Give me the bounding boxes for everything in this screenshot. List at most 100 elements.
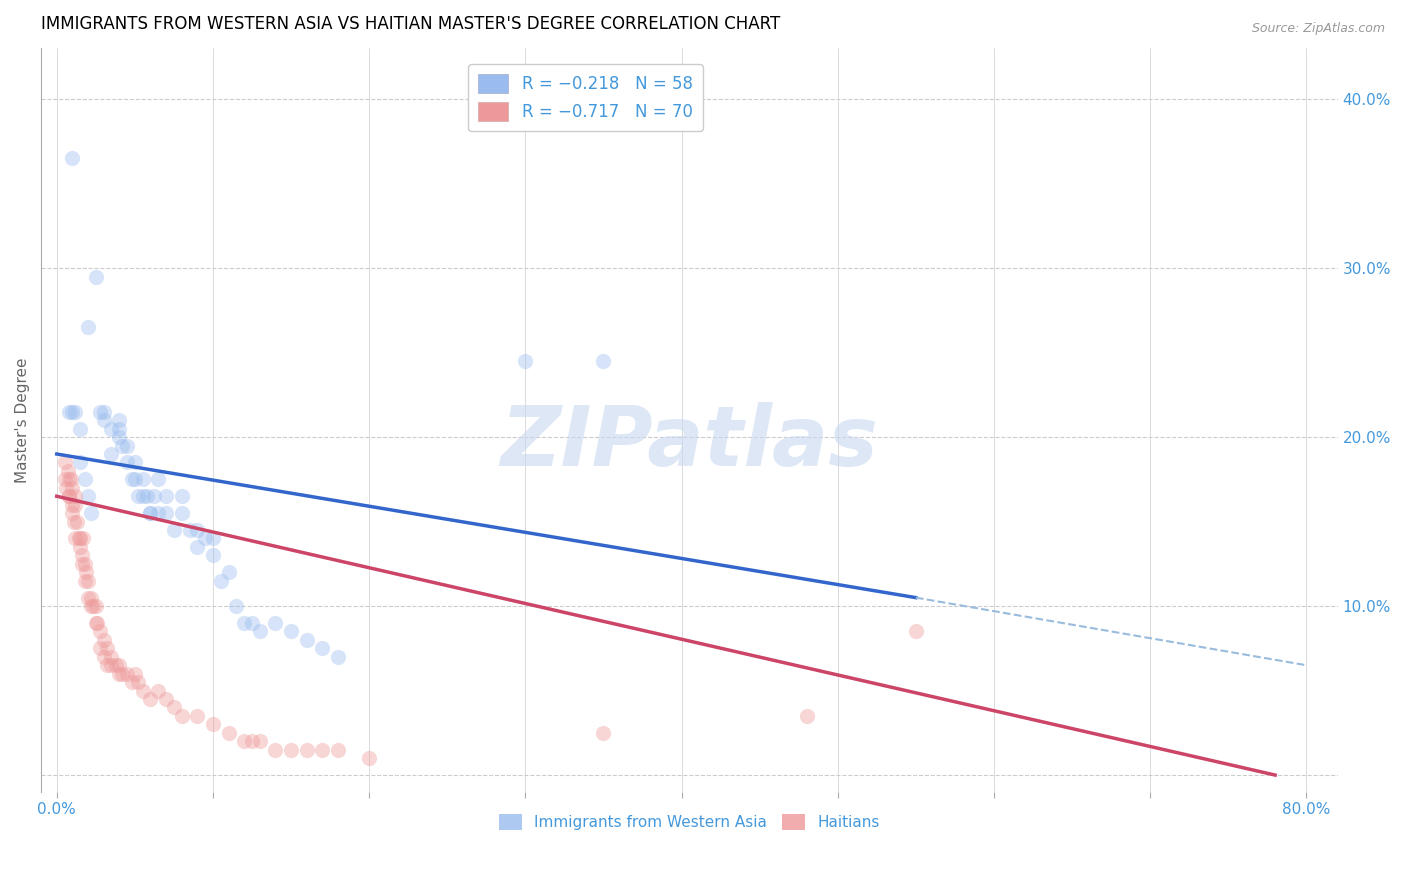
Point [100, 658, 122, 673]
Point [121, 675, 143, 690]
Point [326, 742, 349, 756]
Point [100, 649, 122, 664]
Point [127, 675, 149, 690]
Point [93, 649, 115, 664]
Point [249, 734, 271, 748]
Point [59, 472, 82, 486]
Point [142, 489, 165, 503]
Point [65, 498, 87, 512]
Point [73, 574, 96, 588]
Point [66, 515, 89, 529]
Point [139, 506, 162, 520]
Point [93, 413, 115, 427]
Point [84, 599, 107, 613]
Point [163, 523, 186, 537]
Point [170, 506, 193, 520]
Point [69, 455, 91, 469]
Point [240, 734, 263, 748]
Point [65, 405, 87, 419]
Point [89, 405, 111, 419]
Point [65, 532, 87, 546]
Point [148, 506, 170, 520]
Point [186, 709, 208, 723]
Point [124, 666, 146, 681]
Point [69, 540, 91, 554]
Point [108, 413, 131, 427]
Point [124, 472, 146, 486]
Point [108, 666, 131, 681]
Point [53, 455, 76, 469]
Point [170, 489, 193, 503]
Point [96, 658, 118, 673]
Point [67, 532, 90, 546]
Point [264, 615, 287, 630]
Point [186, 540, 208, 554]
Point [295, 632, 318, 647]
Point [233, 734, 256, 748]
Point [73, 472, 96, 486]
Point [121, 472, 143, 486]
Point [53, 472, 76, 486]
Point [93, 405, 115, 419]
Point [58, 405, 80, 419]
Point [80, 591, 103, 605]
Point [218, 726, 240, 740]
Point [115, 666, 138, 681]
Point [131, 683, 153, 698]
Point [77, 591, 100, 605]
Point [96, 641, 118, 656]
Point [77, 320, 100, 334]
Point [63, 515, 86, 529]
Point [139, 692, 162, 706]
Point [218, 566, 240, 580]
Y-axis label: Master's Degree: Master's Degree [15, 358, 30, 483]
Point [80, 599, 103, 613]
Point [111, 438, 134, 452]
Point [131, 489, 153, 503]
Point [127, 489, 149, 503]
Point [904, 624, 927, 639]
Point [108, 422, 131, 436]
Point [69, 532, 91, 546]
Point [515, 354, 537, 368]
Point [115, 455, 138, 469]
Point [93, 632, 115, 647]
Text: Source: ZipAtlas.com: Source: ZipAtlas.com [1251, 22, 1385, 36]
Point [70, 549, 93, 563]
Point [105, 658, 128, 673]
Point [592, 726, 614, 740]
Point [592, 354, 614, 368]
Point [170, 709, 193, 723]
Point [65, 489, 87, 503]
Point [100, 422, 122, 436]
Point [139, 506, 162, 520]
Point [58, 489, 80, 503]
Point [89, 624, 111, 639]
Point [73, 557, 96, 571]
Point [280, 742, 302, 756]
Point [155, 692, 177, 706]
Point [72, 532, 94, 546]
Point [240, 615, 263, 630]
Point [295, 742, 318, 756]
Point [136, 489, 159, 503]
Point [55, 481, 77, 495]
Point [155, 506, 177, 520]
Point [84, 269, 107, 284]
Point [69, 422, 91, 436]
Point [60, 498, 83, 512]
Point [796, 709, 818, 723]
Point [148, 472, 170, 486]
Point [108, 658, 131, 673]
Point [89, 641, 111, 656]
Point [163, 700, 186, 714]
Point [264, 742, 287, 756]
Point [359, 751, 381, 765]
Point [194, 532, 217, 546]
Point [80, 506, 103, 520]
Legend: Immigrants from Western Asia, Haitians: Immigrants from Western Asia, Haitians [494, 808, 886, 837]
Point [280, 624, 302, 639]
Text: ZIPatlas: ZIPatlas [501, 402, 879, 483]
Point [311, 641, 333, 656]
Point [77, 489, 100, 503]
